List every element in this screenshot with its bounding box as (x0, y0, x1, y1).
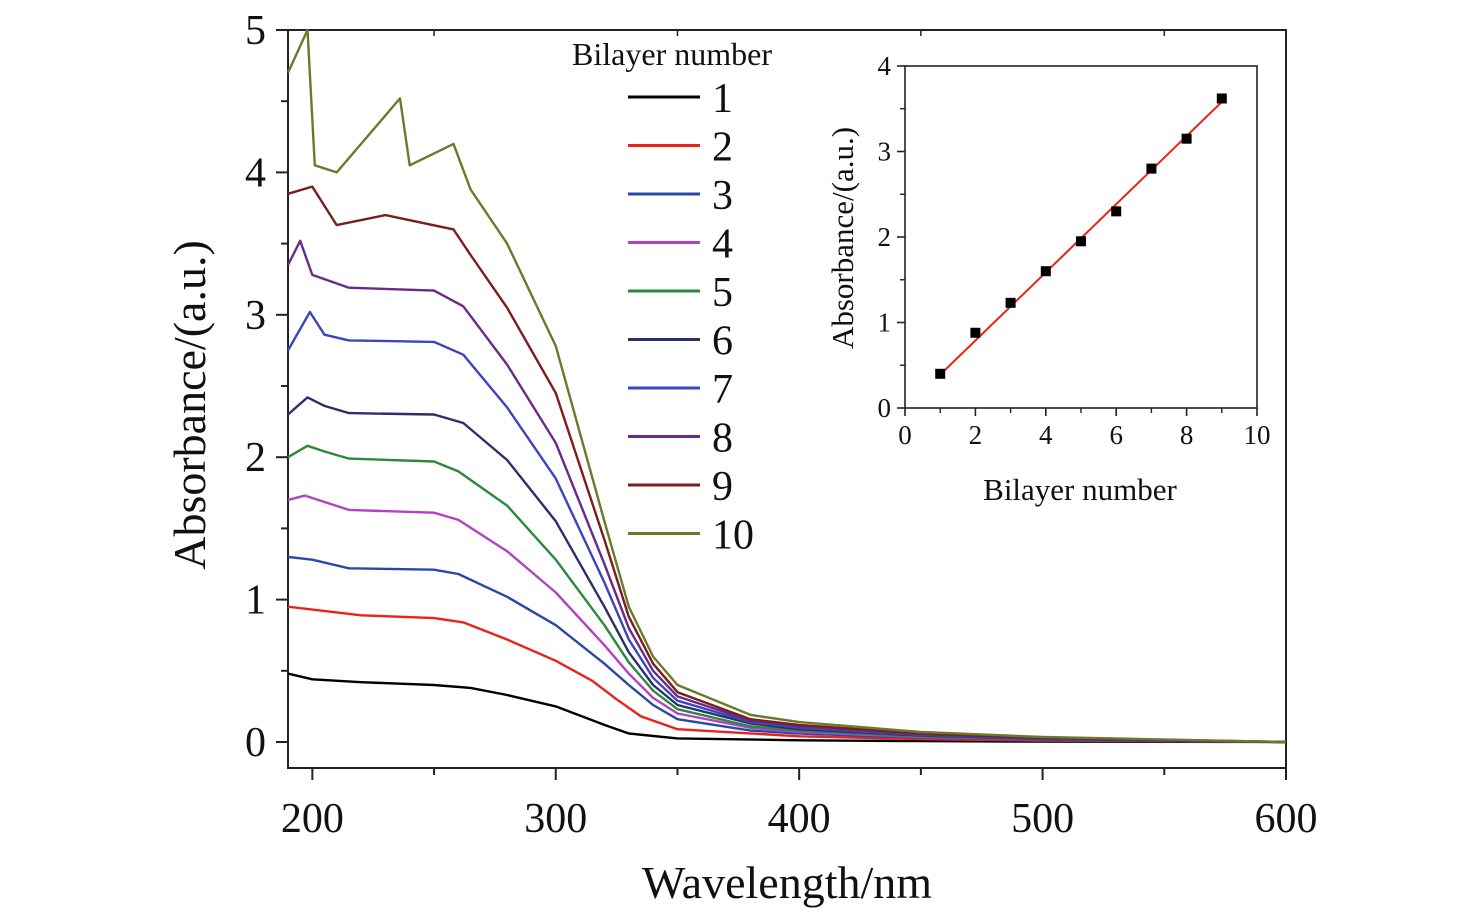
main-x-tick-label: 400 (768, 796, 831, 842)
inset-y-tick-label: 1 (878, 308, 892, 338)
inset-data-point (935, 368, 946, 379)
series-line-10 (286, 28, 1287, 744)
inset-x-tick-label: 8 (1180, 420, 1194, 450)
main-plot-frame (287, 29, 1287, 769)
legend-label-7: 7 (712, 367, 733, 413)
legend-label-1: 1 (712, 76, 733, 122)
main-y-tick-label: 1 (245, 578, 266, 624)
inset-x-tick-label: 10 (1244, 420, 1271, 450)
inset-x-tick-label: 2 (969, 420, 983, 450)
main-x-tick-label: 200 (281, 796, 344, 842)
series-line-3 (287, 555, 1287, 744)
inset-y-tick-label: 4 (878, 51, 892, 81)
series-line-7 (286, 310, 1287, 744)
inset-ticks (897, 65, 1258, 416)
series-line-9 (287, 185, 1287, 744)
inset-x-tick-label: 0 (898, 420, 912, 450)
main-x-axis-label: Wavelength/nm (642, 857, 932, 908)
inset-y-tick-label: 2 (878, 222, 892, 252)
main-series (286, 28, 1287, 744)
inset-data-point (1216, 93, 1227, 104)
inset-x-tick-label: 6 (1109, 420, 1123, 450)
series-line-2 (287, 605, 1287, 744)
main-y-tick-label: 2 (245, 435, 266, 481)
inset-tick-labels: 0 2 4 6 8 10 0 1 2 3 4 (878, 51, 1271, 450)
main-y-tick-label: 5 (245, 8, 266, 54)
inset-y-tick-label: 0 (878, 393, 892, 423)
inset-x-tick-label: 4 (1039, 420, 1053, 450)
inset-data-point (970, 327, 981, 338)
legend-title: Bilayer number (572, 36, 772, 72)
legend-label-5: 5 (712, 270, 733, 316)
main-x-tick-label: 500 (1011, 796, 1074, 842)
inset-data-point (1146, 163, 1157, 174)
legend-label-2: 2 (712, 125, 733, 171)
inset-data-point (1005, 297, 1016, 308)
legend-label-3: 3 (712, 173, 733, 219)
inset-data-point (1181, 133, 1192, 144)
main-ticks (276, 29, 1287, 780)
inset-x-axis-label: Bilayer number (983, 472, 1177, 507)
inset-data-point (1076, 236, 1086, 247)
main-y-tick-label: 0 (245, 720, 266, 766)
main-y-tick-label: 4 (245, 150, 266, 196)
main-x-tick-label: 600 (1255, 796, 1318, 842)
legend-label-9: 9 (712, 464, 733, 510)
legend-label-8: 8 (712, 416, 733, 462)
inset-data-point (1040, 266, 1051, 277)
inset-y-tick-label: 3 (878, 137, 892, 167)
main-y-axis-label: Absorbance/(a.u.) (164, 240, 215, 570)
inset-data-point (1111, 206, 1122, 217)
inset-points (935, 93, 1227, 379)
series-line-1 (287, 672, 1287, 744)
legend-label-6: 6 (712, 319, 733, 365)
main-x-tick-label: 300 (524, 796, 587, 842)
inset-y-axis-label: Absorbance/(a.u.) (825, 127, 860, 349)
legend-label-10: 10 (712, 513, 754, 559)
main-y-tick-label: 3 (245, 293, 266, 339)
legend-label-4: 4 (712, 222, 733, 268)
